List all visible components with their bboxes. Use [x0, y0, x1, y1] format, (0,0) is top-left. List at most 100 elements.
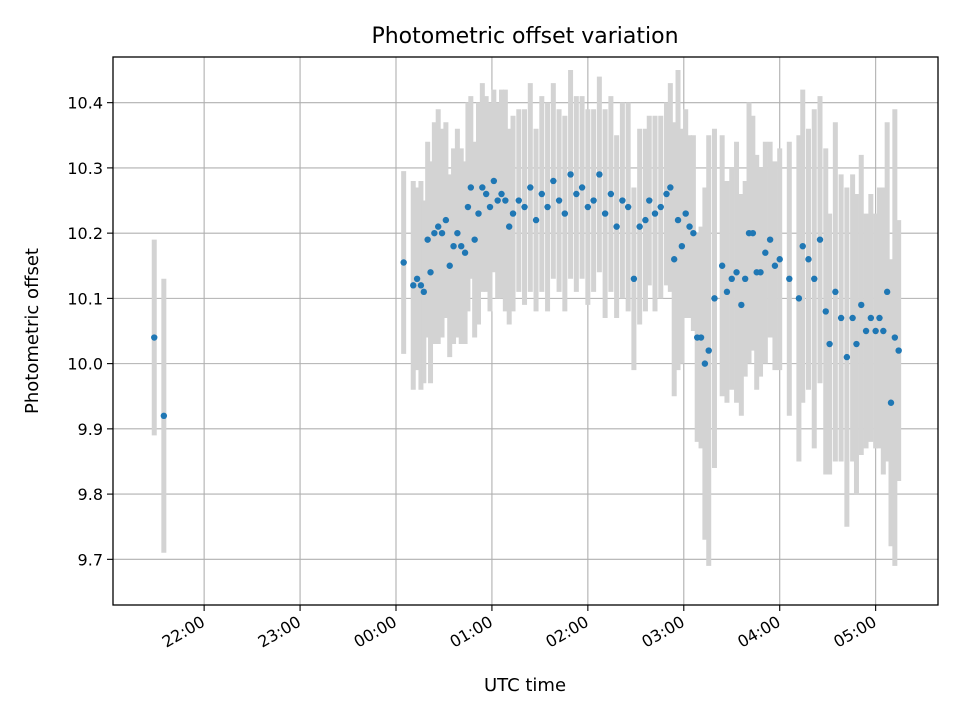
data-point [435, 223, 442, 230]
data-point [891, 334, 899, 341]
data-point [151, 334, 158, 341]
data-point [438, 229, 446, 237]
data-point [601, 210, 609, 217]
data-point [733, 269, 740, 276]
data-point [532, 216, 540, 224]
data-point [795, 295, 803, 302]
data-point [642, 216, 649, 224]
data-point [670, 256, 678, 263]
data-point [400, 259, 407, 266]
data-point [450, 242, 457, 250]
data-point [682, 210, 689, 217]
data-point [567, 171, 574, 178]
y-tick-label: 9.8 [78, 485, 103, 504]
data-point [887, 399, 895, 406]
data-point [837, 314, 845, 322]
data-point [596, 171, 603, 178]
x-axis-label: UTC time [484, 675, 566, 696]
data-point [711, 295, 718, 302]
y-tick-label: 10.3 [67, 159, 103, 178]
data-point [424, 236, 431, 243]
y-tick-label: 10.2 [67, 224, 103, 243]
data-point [762, 249, 769, 256]
data-point [160, 412, 168, 420]
data-point [607, 190, 615, 198]
data-point [741, 275, 749, 283]
data-point [832, 288, 839, 296]
data-point [786, 275, 793, 283]
data-point [561, 210, 569, 217]
data-point [849, 314, 856, 322]
data-point [686, 223, 693, 230]
data-point [578, 184, 586, 191]
data-point [486, 203, 494, 211]
data-point [799, 242, 806, 250]
data-point [521, 203, 528, 211]
data-point [651, 210, 659, 217]
data-point [461, 249, 469, 256]
data-point [749, 229, 757, 237]
data-point [420, 288, 428, 296]
data-point [876, 314, 883, 322]
data-point [776, 256, 783, 263]
data-point [826, 340, 833, 348]
data-point [527, 184, 534, 191]
data-point [843, 353, 851, 361]
data-point [550, 177, 557, 185]
data-point [895, 347, 902, 354]
data-point [816, 236, 824, 243]
data-point [410, 282, 417, 289]
data-point [464, 203, 472, 211]
y-tick-label: 10.4 [67, 94, 103, 113]
data-point [678, 242, 686, 250]
data-point [862, 327, 870, 335]
data-point [555, 197, 563, 204]
data-point [479, 184, 486, 191]
data-point [498, 190, 505, 198]
data-point [822, 308, 829, 315]
data-point [805, 256, 812, 263]
data-point [538, 190, 546, 198]
data-point [766, 236, 774, 243]
data-point [636, 223, 643, 230]
data-point [624, 203, 632, 211]
y-tick-label: 9.7 [78, 550, 103, 569]
data-point [490, 177, 498, 185]
chart-title: Photometric offset variation [371, 24, 678, 49]
data-point [590, 197, 597, 204]
data-point [417, 282, 425, 289]
data-point [467, 184, 475, 191]
y-axis-label: Photometric offset [22, 248, 43, 414]
data-point [738, 301, 745, 309]
data-point [509, 210, 517, 217]
data-point [646, 197, 653, 204]
y-tick-label: 10.1 [67, 289, 103, 308]
data-point [494, 197, 501, 204]
data-point [697, 334, 705, 341]
data-point [544, 203, 551, 211]
data-point [442, 216, 450, 224]
y-tick-label: 10.0 [67, 355, 103, 374]
data-point [657, 203, 664, 211]
data-point [613, 223, 620, 230]
y-axis: 9.7 9.8 9.9 10.0 10.1 10.2 10.3 10.4 [67, 94, 113, 569]
data-points [151, 171, 902, 420]
data-point [630, 275, 638, 283]
plot-frame [112, 56, 939, 606]
data-point [427, 269, 434, 276]
data-point [667, 184, 674, 191]
data-point [757, 269, 764, 276]
data-point [584, 203, 592, 211]
data-point [413, 275, 421, 283]
data-point [446, 262, 453, 269]
data-point [690, 229, 697, 237]
data-point [771, 262, 779, 269]
data-point [454, 229, 461, 237]
data-point [867, 314, 875, 322]
data-point [880, 327, 887, 335]
data-point [573, 190, 580, 198]
data-point [431, 229, 438, 237]
data-point [471, 236, 478, 243]
data-point [475, 210, 482, 217]
data-point [872, 327, 879, 335]
